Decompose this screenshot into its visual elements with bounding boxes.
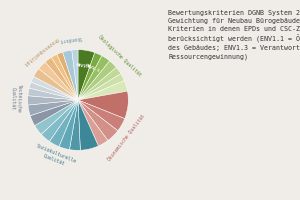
Wedge shape — [31, 76, 78, 100]
Wedge shape — [28, 100, 78, 116]
Wedge shape — [70, 100, 80, 150]
Wedge shape — [57, 52, 78, 100]
Wedge shape — [78, 100, 98, 150]
Text: Soziokulturelle
Qualität: Soziokulturelle Qualität — [33, 144, 77, 170]
Wedge shape — [78, 100, 108, 146]
Wedge shape — [30, 100, 78, 126]
Wedge shape — [63, 50, 78, 100]
Wedge shape — [78, 67, 121, 100]
Wedge shape — [78, 91, 128, 119]
Text: Technische
Qualität: Technische Qualität — [11, 84, 22, 113]
Wedge shape — [78, 50, 95, 100]
Text: Standort: Standort — [59, 35, 82, 43]
Wedge shape — [45, 57, 78, 100]
Wedge shape — [78, 61, 116, 100]
Wedge shape — [51, 54, 78, 100]
Wedge shape — [78, 74, 124, 100]
Wedge shape — [72, 50, 78, 100]
Text: ENV1.3: ENV1.3 — [84, 64, 100, 74]
Wedge shape — [41, 100, 78, 141]
Text: Ökonomische Qualität: Ökonomische Qualität — [107, 113, 146, 162]
Text: ENV1.1: ENV1.1 — [76, 63, 92, 70]
Wedge shape — [78, 100, 125, 131]
Wedge shape — [28, 88, 78, 100]
Text: Bewertungskriterien DGNB System 2018 inkl.
Gewichtung für Neubau Bürogebäude;
Kr: Bewertungskriterien DGNB System 2018 ink… — [168, 10, 300, 60]
Wedge shape — [29, 82, 78, 100]
Wedge shape — [78, 100, 118, 141]
Wedge shape — [78, 53, 102, 100]
Wedge shape — [34, 69, 78, 100]
Wedge shape — [28, 96, 78, 105]
Text: Prozessqualität: Prozessqualität — [22, 36, 58, 67]
Wedge shape — [78, 81, 128, 100]
Wedge shape — [50, 100, 78, 147]
Wedge shape — [35, 100, 78, 134]
Wedge shape — [59, 100, 78, 150]
Wedge shape — [39, 62, 78, 100]
Text: Ökologische Qualität: Ökologische Qualität — [98, 34, 143, 77]
Wedge shape — [78, 56, 110, 100]
